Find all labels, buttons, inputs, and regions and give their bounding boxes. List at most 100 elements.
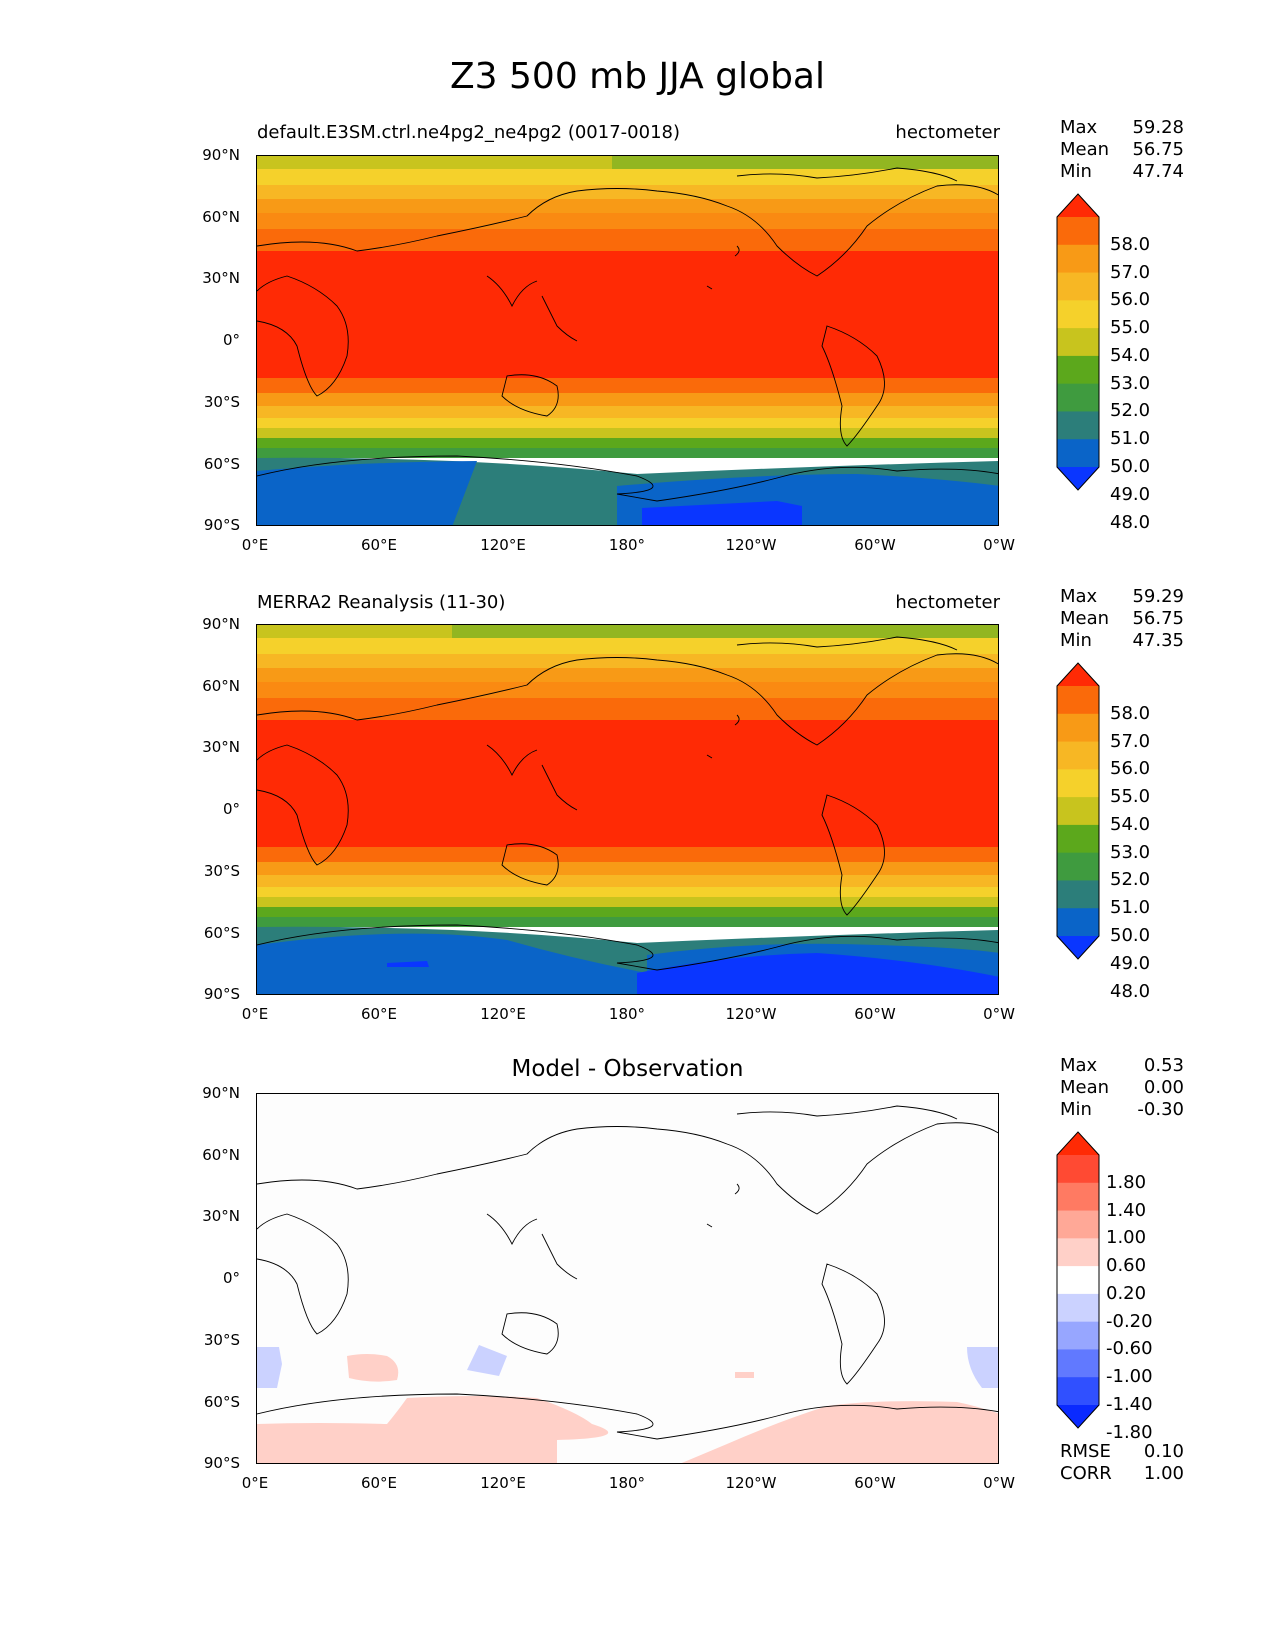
metric-value: 1.00 xyxy=(1143,1463,1184,1484)
colorbar-tick-label: 51.0 xyxy=(1110,428,1151,450)
lat-tick: 0° xyxy=(222,1269,240,1287)
lat-tick: 30°N xyxy=(202,1207,240,1225)
colorbar-tick-label: 1.80 xyxy=(1106,1171,1147,1193)
lon-tick: 60°E xyxy=(360,536,398,554)
colorbar-swatch xyxy=(1057,272,1099,301)
lat-tick: 30°S xyxy=(203,1331,240,1349)
colorbar-tick-label: 54.0 xyxy=(1110,813,1151,835)
colorbar-swatch xyxy=(1057,797,1099,826)
panel-1-title: default.E3SM.ctrl.ne4pg2_ne4pg2 (0017-00… xyxy=(257,122,680,143)
colorbar-swatch xyxy=(1057,1155,1099,1184)
lat-tick: 60°N xyxy=(202,1146,240,1164)
colorbar-tick-label: 53.0 xyxy=(1110,372,1151,394)
colorbar-tick-label: -0.20 xyxy=(1106,1310,1153,1332)
stat-label: Min xyxy=(1060,1099,1092,1120)
metric-label: CORR xyxy=(1060,1463,1112,1484)
colorbar-swatch xyxy=(1057,1293,1099,1323)
colorbar-tick-label: 58.0 xyxy=(1110,233,1151,255)
stat-value: 0.00 xyxy=(1143,1077,1184,1098)
stat-label: Mean xyxy=(1060,139,1110,160)
panel-1-colorbar xyxy=(1056,193,1100,491)
lon-tick: 60°W xyxy=(854,536,896,554)
colorbar-swatches xyxy=(1056,1131,1100,1429)
stat-label: Max xyxy=(1060,117,1098,138)
lat-tick: 30°N xyxy=(202,269,240,287)
colorbar-tick-label: 50.0 xyxy=(1110,925,1151,946)
lat-tick: 0° xyxy=(222,331,240,349)
lat-tick: 30°N xyxy=(202,738,240,756)
colorbar-swatch xyxy=(1057,217,1099,246)
lon-tick: 120°E xyxy=(480,1474,526,1492)
colorbar-outline xyxy=(1056,193,1100,491)
colorbar-tick-label: 51.0 xyxy=(1110,897,1151,919)
colorbar-swatch xyxy=(1057,1210,1099,1239)
panel-2-map xyxy=(256,624,999,995)
colorbar-swatch xyxy=(1057,769,1099,798)
colorbar-swatch xyxy=(1057,244,1099,274)
panel-2-units: hectometer xyxy=(895,592,1000,613)
colorbar-swatch xyxy=(1057,328,1099,357)
lon-tick: 60°E xyxy=(360,1005,398,1023)
colorbar-tick-label: 56.0 xyxy=(1110,758,1151,780)
colorbar-tick-label: 54.0 xyxy=(1110,344,1151,366)
colorbar-extend-top xyxy=(1057,663,1099,686)
lat-tick: 90°S xyxy=(203,516,240,534)
panel-3-metrics: RMSE 0.10 CORR 1.00 xyxy=(1060,1441,1184,1485)
lon-tick: 180° xyxy=(608,1474,646,1492)
stat-value: 47.35 xyxy=(1132,630,1184,651)
colorbar-tick-label: 48.0 xyxy=(1110,980,1151,1002)
lat-tick: 90°N xyxy=(202,615,240,633)
lon-tick: 120°W xyxy=(725,1474,777,1492)
stat-label: Min xyxy=(1060,161,1092,182)
colorbar-swatch xyxy=(1057,355,1099,385)
metric-label: RMSE xyxy=(1060,1441,1111,1462)
colorbar-swatch xyxy=(1057,1182,1099,1212)
stat-label: Mean xyxy=(1060,608,1110,629)
lon-tick: 0°E xyxy=(241,1474,269,1492)
panel-3-colorbar xyxy=(1056,1131,1100,1429)
lon-tick: 120°E xyxy=(480,1005,526,1023)
lon-tick: 0°W xyxy=(983,1005,1015,1023)
colorbar-tick-label: 49.0 xyxy=(1110,952,1151,974)
lat-tick: 30°S xyxy=(203,862,240,880)
lon-tick: 0°E xyxy=(241,1005,269,1023)
lon-tick: 120°W xyxy=(725,1005,777,1023)
colorbar-tick-label: 52.0 xyxy=(1110,400,1151,422)
stat-label: Min xyxy=(1060,630,1092,651)
stat-value: 47.74 xyxy=(1132,161,1184,182)
lat-tick: 60°N xyxy=(202,677,240,695)
panel-1-stats: Max 59.28 Mean 56.75 Min 47.74 xyxy=(1060,117,1184,183)
colorbar-tick-label: 58.0 xyxy=(1110,702,1151,724)
colorbar-outline xyxy=(1056,662,1100,960)
stat-value: 56.75 xyxy=(1132,139,1184,160)
stat-value: -0.30 xyxy=(1137,1099,1184,1120)
colorbar-swatches xyxy=(1056,193,1100,491)
colorbar-tick-label: 1.00 xyxy=(1106,1227,1147,1249)
lat-tick: 30°S xyxy=(203,393,240,411)
colorbar-swatch xyxy=(1057,686,1099,715)
colorbar-tick-label: 50.0 xyxy=(1110,456,1151,477)
colorbar-tick-label: 57.0 xyxy=(1110,261,1151,283)
colorbar-tick-label: 57.0 xyxy=(1110,730,1151,752)
lat-tick: 90°S xyxy=(203,1454,240,1472)
lat-tick: 90°N xyxy=(202,1084,240,1102)
stat-label: Mean xyxy=(1060,1077,1110,1098)
lon-tick: 60°W xyxy=(854,1005,896,1023)
colorbar-swatch xyxy=(1057,1321,1099,1350)
colorbar-swatch xyxy=(1057,300,1099,329)
panel-2-colorbar xyxy=(1056,662,1100,960)
lat-tick: 60°N xyxy=(202,208,240,226)
panel-2-map-svg xyxy=(257,625,998,994)
colorbar-swatch xyxy=(1057,1266,1099,1295)
colorbar-swatch xyxy=(1057,713,1099,743)
lon-tick: 0°W xyxy=(983,536,1015,554)
colorbar-tick-label: 0.60 xyxy=(1106,1255,1147,1277)
colorbar-tick-label: -1.40 xyxy=(1106,1394,1153,1415)
colorbar-tick-label: 53.0 xyxy=(1110,841,1151,863)
panel-3-map xyxy=(256,1093,999,1464)
colorbar-tick-label: 1.40 xyxy=(1106,1199,1147,1221)
colorbar-extend-top xyxy=(1057,1132,1099,1155)
colorbar-tick-label: 55.0 xyxy=(1110,317,1151,339)
stat-value: 56.75 xyxy=(1132,608,1184,629)
page-title: Z3 500 mb JJA global xyxy=(450,56,825,97)
